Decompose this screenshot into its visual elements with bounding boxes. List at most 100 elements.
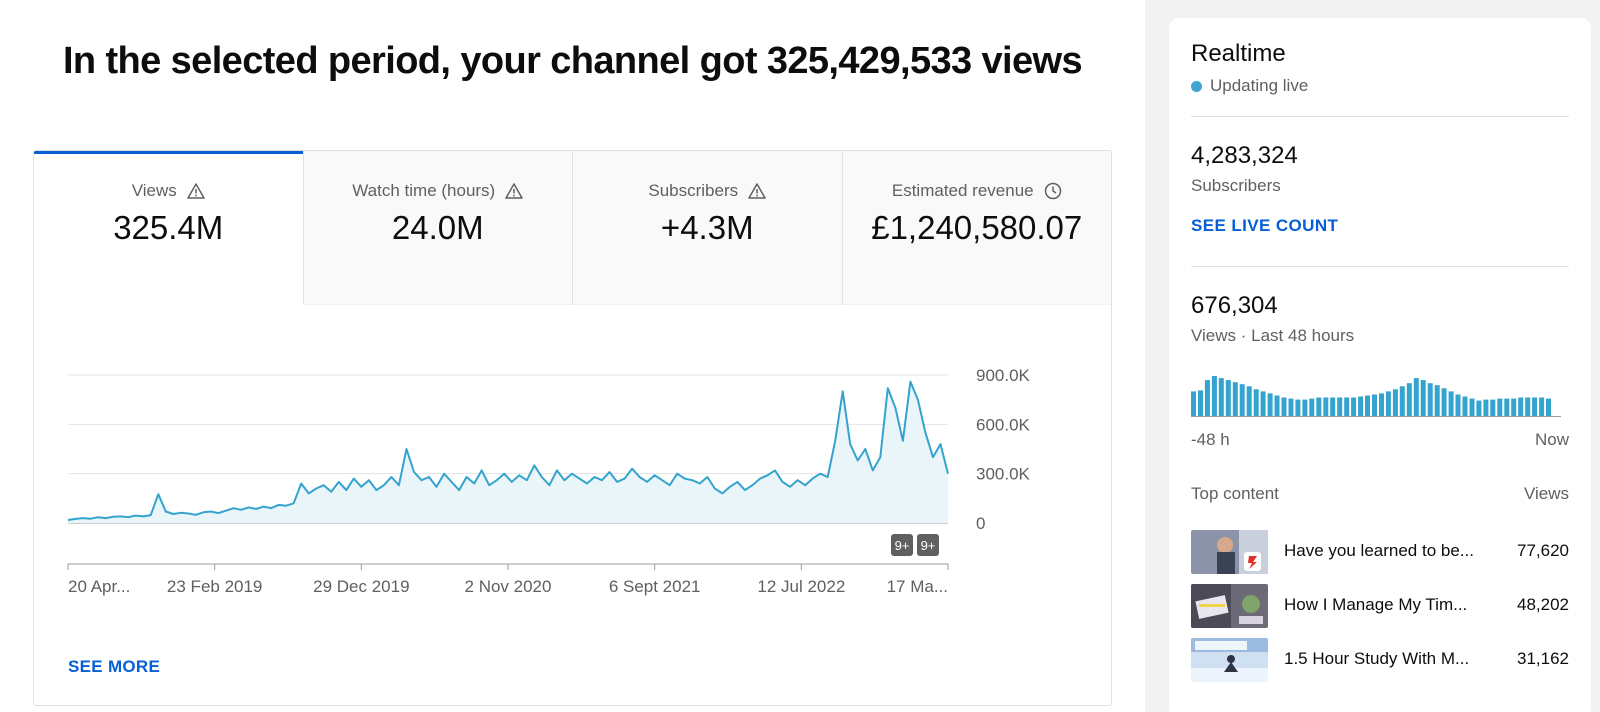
tab-subscribers[interactable]: Subscribers +4.3M	[572, 151, 842, 305]
man-thumbnail	[1191, 530, 1268, 574]
realtime-bar	[1413, 378, 1419, 416]
warning-icon[interactable]	[505, 183, 523, 199]
top-content-views: 48,202	[1517, 595, 1569, 614]
divider	[1191, 116, 1569, 117]
top-content-title: Have you learned to be...	[1284, 541, 1474, 560]
realtime-bar	[1232, 382, 1238, 416]
subscriber-label: Subscribers	[1191, 176, 1281, 195]
live-status: Updating live	[1191, 76, 1308, 96]
top-content-title: How I Manage My Tim...	[1284, 595, 1468, 614]
realtime-bar	[1372, 394, 1377, 416]
realtime-bar	[1518, 397, 1524, 416]
x-tick-label: 17 Ma...	[887, 577, 948, 596]
realtime-bar	[1218, 378, 1224, 416]
realtime-bar-chart	[1191, 376, 1561, 417]
realtime-bar	[1511, 398, 1517, 416]
realtime-bar	[1323, 397, 1329, 416]
realtime-bar	[1448, 391, 1454, 416]
top-content-item[interactable]: 1.5 Hour Study With M... 31,162	[1191, 638, 1569, 682]
top-content-label: Top content	[1191, 484, 1279, 503]
metric-tabs: Views 325.4M Watch time (hours) 24.0M Su…	[34, 151, 1111, 305]
tab-value: 24.0M	[391, 209, 484, 246]
realtime-bar	[1420, 380, 1426, 416]
realtime-bar	[1490, 399, 1496, 416]
y-tick-label: 300.0K	[976, 465, 1031, 484]
annotation-badge-label: 9+	[895, 538, 910, 553]
tab-value: 325.4M	[113, 209, 224, 246]
realtime-bar	[1441, 388, 1447, 416]
realtime-bar	[1295, 399, 1301, 416]
clock-icon[interactable]	[1044, 182, 1062, 200]
realtime-bar	[1281, 397, 1287, 416]
realtime-bar	[1204, 380, 1210, 416]
realtime-bar	[1476, 400, 1482, 416]
live-status-text: Updating live	[1210, 76, 1309, 95]
realtime-bar	[1546, 398, 1551, 416]
top-content-item[interactable]: Have you learned to be... 77,620	[1191, 530, 1569, 574]
warning-icon[interactable]	[187, 183, 205, 199]
x-tick-label: 12 Jul 2022	[757, 577, 845, 596]
desk-thumbnail	[1191, 584, 1268, 628]
realtime-bar	[1337, 397, 1343, 416]
top-content-title: 1.5 Hour Study With M...	[1284, 649, 1470, 668]
tab-watch-time[interactable]: Watch time (hours) 24.0M	[302, 151, 572, 305]
realtime-bar	[1504, 398, 1510, 416]
realtime-bar	[1288, 398, 1294, 416]
y-tick-label: 600.0K	[976, 415, 1031, 434]
top-content-views-label: Views	[1523, 484, 1569, 503]
area-fill	[68, 381, 948, 523]
realtime-bar	[1399, 386, 1405, 416]
y-tick-label: 900.0K	[976, 366, 1031, 385]
tab-label: Subscribers	[648, 181, 739, 200]
live-dot-icon	[1191, 80, 1202, 92]
realtime-bar	[1406, 383, 1412, 416]
realtime-bar	[1497, 398, 1503, 416]
analytics-card: Views 325.4M Watch time (hours) 24.0M Su…	[33, 150, 1112, 706]
see-more-button[interactable]: SEE MORE	[68, 657, 161, 676]
realtime-bar	[1225, 380, 1231, 416]
x-tick-label: 2 Nov 2020	[465, 577, 552, 596]
views-chart: 900.0K 600.0K 300.0K 0 9+ 9+ 20 Apr... 23 Feb 2…	[34, 305, 1111, 705]
realtime-bar	[1427, 383, 1433, 416]
x-tick-label: 29 Dec 2019	[313, 577, 409, 596]
top-content-item[interactable]: How I Manage My Tim... 48,202	[1191, 584, 1569, 628]
realtime-bar	[1330, 397, 1336, 416]
annotation-badge	[891, 534, 913, 556]
realtime-bar	[1260, 391, 1266, 416]
x-tick-label: 6 Sept 2021	[609, 577, 701, 596]
views-count: 676,304	[1191, 292, 1278, 319]
realtime-bar	[1525, 397, 1531, 416]
axis-end-label: Now	[1534, 430, 1569, 449]
realtime-bar	[1344, 397, 1350, 416]
realtime-bar	[1267, 393, 1273, 416]
tab-value: £1,240,580.07	[871, 209, 1083, 246]
realtime-bar	[1365, 395, 1370, 416]
realtime-bar	[1434, 385, 1440, 416]
realtime-bar	[1455, 394, 1461, 416]
warning-icon[interactable]	[748, 183, 766, 199]
tab-value: +4.3M	[660, 209, 754, 246]
x-tick-label: 23 Feb 2019	[167, 577, 262, 596]
realtime-bar	[1211, 376, 1217, 416]
realtime-bar	[1532, 397, 1538, 416]
realtime-bar	[1462, 396, 1468, 416]
realtime-bar	[1379, 393, 1384, 416]
study-thumbnail	[1191, 638, 1268, 682]
subscriber-count: 4,283,324	[1191, 142, 1298, 169]
y-tick-label: 0	[976, 514, 985, 533]
tab-estimated-revenue[interactable]: Estimated revenue £1,240,580.07	[841, 151, 1111, 305]
tab-label: Watch time (hours)	[352, 181, 496, 200]
tab-views[interactable]: Views 325.4M	[34, 151, 303, 305]
realtime-bar	[1274, 395, 1280, 416]
tab-label: Views	[131, 181, 177, 200]
realtime-bar	[1246, 386, 1252, 416]
see-live-count-link[interactable]: SEE LIVE COUNT	[1191, 216, 1339, 235]
annotation-badge	[917, 534, 939, 556]
realtime-bar	[1358, 396, 1364, 416]
top-content-views: 77,620	[1517, 541, 1569, 560]
tab-label: Estimated revenue	[891, 181, 1034, 200]
annotation-badge-label: 9+	[921, 538, 936, 553]
views-label: Views · Last 48 hours	[1191, 326, 1355, 345]
x-tick-label: 20 Apr...	[68, 577, 130, 596]
realtime-bar	[1309, 398, 1315, 416]
